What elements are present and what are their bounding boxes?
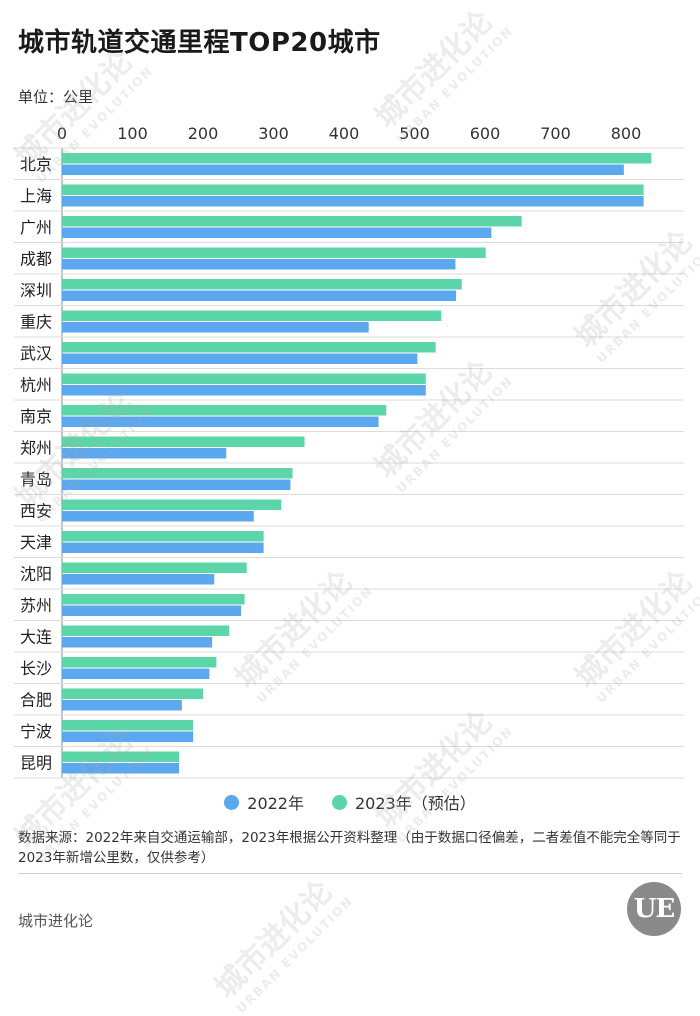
category-label: 北京 bbox=[20, 155, 52, 174]
x-tick-label: 100 bbox=[117, 124, 148, 143]
bar-2022 bbox=[62, 353, 418, 364]
brand-logo: UE bbox=[627, 882, 681, 936]
category-label: 西安 bbox=[20, 501, 52, 520]
bar-2022 bbox=[62, 227, 492, 238]
category-label: 杭州 bbox=[20, 375, 52, 394]
bar-2023 bbox=[62, 625, 230, 636]
bar-2023 bbox=[62, 657, 217, 668]
bar-2023 bbox=[62, 499, 282, 510]
legend-dot-2023 bbox=[332, 794, 347, 810]
x-tick-label: 600 bbox=[470, 124, 501, 143]
unit-label: 单位：公里 bbox=[18, 88, 94, 106]
watermark-text: 城市进化论 bbox=[208, 874, 340, 1006]
bar-2022 bbox=[62, 416, 379, 427]
category-label: 武汉 bbox=[20, 344, 52, 363]
bar-2022 bbox=[62, 700, 182, 711]
bar-2023 bbox=[62, 342, 436, 353]
category-label: 成都 bbox=[20, 249, 52, 268]
bar-2023 bbox=[62, 468, 293, 479]
bar-2022 bbox=[62, 290, 457, 301]
bar-2023 bbox=[62, 247, 486, 258]
category-label: 重庆 bbox=[20, 312, 52, 331]
bar-2023 bbox=[62, 720, 194, 731]
bar-2022 bbox=[62, 385, 426, 396]
bar-2023 bbox=[62, 279, 462, 290]
bar-2022 bbox=[62, 731, 194, 742]
category-label: 上海 bbox=[20, 186, 52, 205]
category-label: 深圳 bbox=[20, 281, 52, 300]
watermark: 城市进化论 URBAN EVOLUTION bbox=[203, 862, 356, 1015]
x-tick-label: 200 bbox=[188, 124, 219, 143]
bar-2022 bbox=[62, 542, 264, 553]
bar-2023 bbox=[62, 531, 264, 542]
category-label: 郑州 bbox=[20, 438, 52, 457]
bar-2022 bbox=[62, 605, 242, 616]
bar-2022 bbox=[62, 196, 644, 207]
bar-2022 bbox=[62, 511, 254, 522]
bar-2023 bbox=[62, 688, 203, 699]
legend-item-2023: 2023年（预估） bbox=[332, 790, 476, 814]
logo-letters: UE bbox=[633, 894, 675, 924]
bar-2023 bbox=[62, 562, 247, 573]
bar-2022 bbox=[62, 164, 624, 175]
bar-2023 bbox=[62, 436, 305, 447]
x-tick-label: 500 bbox=[399, 124, 430, 143]
bar-2022 bbox=[62, 637, 213, 648]
category-label: 大连 bbox=[20, 627, 52, 646]
category-label: 广州 bbox=[20, 218, 52, 237]
chart-title: 城市轨道交通里程TOP20城市 bbox=[18, 28, 381, 58]
bar-2022 bbox=[62, 668, 210, 679]
x-tick-label: 400 bbox=[329, 124, 360, 143]
category-label: 昆明 bbox=[20, 753, 52, 772]
bar-2022 bbox=[62, 574, 215, 585]
bar-2022 bbox=[62, 763, 180, 774]
category-label: 苏州 bbox=[20, 596, 52, 615]
category-label: 青岛 bbox=[20, 470, 52, 489]
legend-item-2022: 2022年 bbox=[224, 790, 304, 814]
category-label: 南京 bbox=[20, 407, 52, 426]
bar-2023 bbox=[62, 405, 387, 416]
bar-2022 bbox=[62, 322, 369, 333]
category-label: 宁波 bbox=[20, 722, 52, 741]
category-label: 长沙 bbox=[20, 659, 52, 678]
x-tick-label: 300 bbox=[258, 124, 289, 143]
bar-2022 bbox=[62, 448, 227, 459]
legend: 2022年 2023年（预估） bbox=[0, 790, 700, 814]
bar-2023 bbox=[62, 373, 426, 384]
bar-2022 bbox=[62, 479, 291, 490]
legend-label-2022: 2022年 bbox=[247, 794, 304, 813]
bar-chart: 0 100 200 300 400 500 600 700 800 北京上海广州成都深圳重庆武汉杭… bbox=[14, 124, 684, 779]
category-label: 天津 bbox=[20, 533, 52, 552]
category-label: 沈阳 bbox=[20, 564, 52, 583]
bar-2022 bbox=[62, 259, 456, 270]
bar-2023 bbox=[62, 310, 442, 321]
bar-2023 bbox=[62, 751, 180, 762]
brand-name: 城市进化论 bbox=[18, 912, 94, 930]
x-tick-label: 800 bbox=[611, 124, 642, 143]
source-note: 数据来源：2022年来自交通运输部，2023年根据公开资料整理（由于数据口径偏差… bbox=[18, 830, 681, 866]
watermark-sub: URBAN EVOLUTION bbox=[233, 893, 357, 1016]
x-tick-label: 0 bbox=[57, 124, 67, 143]
bar-2023 bbox=[62, 184, 644, 195]
legend-dot-2022 bbox=[224, 794, 240, 810]
bar-2023 bbox=[62, 153, 652, 164]
bar-2023 bbox=[62, 594, 245, 605]
x-tick-label: 700 bbox=[540, 124, 571, 143]
bar-2023 bbox=[62, 216, 522, 227]
category-label: 合肥 bbox=[20, 690, 52, 709]
footer-divider bbox=[18, 873, 682, 874]
legend-label-2023: 2023年（预估） bbox=[355, 794, 476, 813]
